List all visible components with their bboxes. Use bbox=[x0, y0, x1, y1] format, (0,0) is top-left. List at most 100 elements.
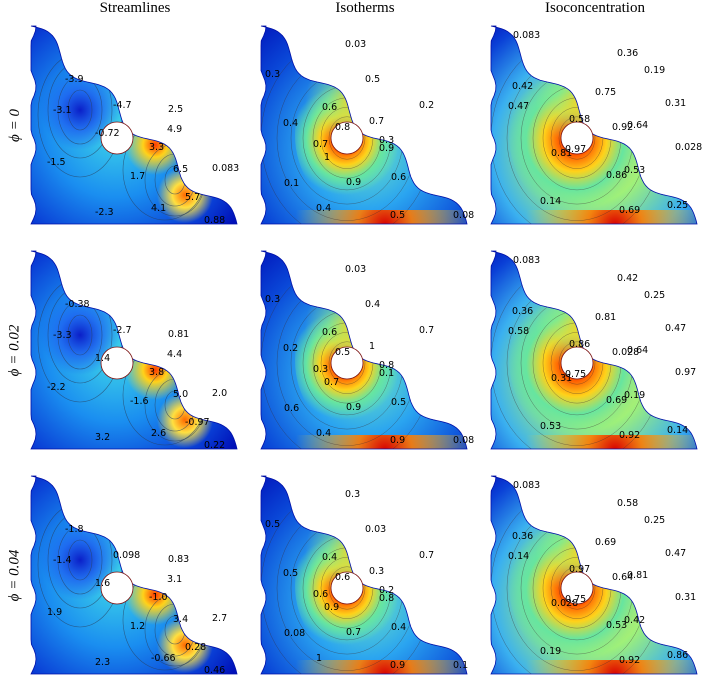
inner-cylinder bbox=[560, 571, 594, 605]
contour-label: 0.083 bbox=[212, 163, 239, 174]
contour-label: 1.4 bbox=[95, 353, 110, 364]
contour-label: -1.6 bbox=[130, 396, 149, 407]
contour-label: -2.3 bbox=[95, 207, 114, 218]
panel-streamlines-phi-0.04: -1.8 0.098 -1.4 1.6 1.9 2.3 0.83 3.1 -1.0 1.2 3.4 2… bbox=[25, 470, 245, 680]
contour-label: 0.03 bbox=[345, 264, 366, 275]
panel-streamlines-phi-0: -3.9 -4.7 -3.1 -0.72 -1.5 -2.3 2.5 4.9 3.3 1.7 6.5… bbox=[25, 20, 245, 230]
contour-label: 0.58 bbox=[617, 498, 638, 509]
isoline bbox=[328, 341, 366, 385]
contour-label: 0.42 bbox=[512, 81, 533, 92]
contour-label: 0.028 bbox=[551, 598, 578, 609]
contour-label: 0.47 bbox=[508, 101, 529, 112]
contour-label: 0.9 bbox=[324, 602, 339, 613]
contour-label: 0.03 bbox=[365, 524, 386, 535]
panel-isotherms-phi-0: 0.03 0.3 0.5 0.6 0.2 0.4 0.8 0.7 0.3 0.7 0.9 1 0.6 0.… bbox=[255, 20, 475, 230]
contour-label: 0.36 bbox=[512, 306, 533, 317]
contour-label: 0.25 bbox=[644, 290, 665, 301]
contour-label: -3.1 bbox=[53, 105, 72, 116]
contour-label: 0.7 bbox=[419, 325, 434, 336]
row-label-text: ϕ = 0.02 bbox=[6, 324, 23, 376]
contour-label: 0.1 bbox=[284, 178, 299, 189]
contour-label: 0.42 bbox=[617, 273, 638, 284]
contour-label: 0.6 bbox=[284, 403, 299, 414]
contour-label: 0.22 bbox=[204, 440, 225, 451]
inner-cylinder bbox=[560, 121, 594, 155]
contour-label: 0.7 bbox=[346, 627, 361, 638]
contour-label: 0.028 bbox=[612, 347, 639, 358]
contour-label: 0.58 bbox=[508, 326, 529, 337]
contour-plot: 0.03 0.3 0.4 0.6 0.7 0.2 0.5 1 0.8 0.3 0.1 0.7 0.5 0.… bbox=[260, 250, 474, 450]
contour-label: 0.3 bbox=[369, 566, 384, 577]
contour-label: -0.72 bbox=[95, 128, 120, 139]
contour-label: 0.4 bbox=[322, 552, 337, 563]
field-blob bbox=[40, 70, 120, 150]
contour-label: 4.1 bbox=[151, 203, 166, 214]
contour-label: 0.86 bbox=[606, 170, 627, 181]
contour-label: 0.3 bbox=[345, 489, 360, 500]
contour-label: 0.3 bbox=[265, 294, 280, 305]
contour-label: 0.5 bbox=[390, 210, 405, 221]
contour-label: 1 bbox=[369, 341, 375, 352]
row-label-text: ϕ = 0 bbox=[6, 108, 23, 142]
contour-label: 0.098 bbox=[113, 550, 140, 561]
panel-isotherms-phi-0.02: 0.03 0.3 0.4 0.6 0.7 0.2 0.5 1 0.8 0.3 0.1 0.7 0.5 0.… bbox=[255, 245, 475, 455]
contour-label: 0.81 bbox=[627, 570, 648, 581]
contour-label: 0.28 bbox=[185, 642, 206, 653]
panel-isoconcentration-phi-0: 0.083 0.36 0.19 0.42 0.75 0.47 0.31 0.58 0.92 0.6… bbox=[485, 20, 705, 230]
contour-label: 0.4 bbox=[316, 428, 331, 439]
contour-label: 0.9 bbox=[379, 143, 394, 154]
contour-label: 1 bbox=[324, 152, 330, 163]
contour-label: -1.0 bbox=[149, 592, 168, 603]
contour-label: 0.19 bbox=[624, 390, 645, 401]
contour-label: 0.53 bbox=[540, 421, 561, 432]
contour-label: 0.36 bbox=[617, 48, 638, 59]
contour-plot: -1.8 0.098 -1.4 1.6 1.9 2.3 0.83 3.1 -1.0 1.2 3.4 2… bbox=[30, 475, 238, 676]
inner-cylinder bbox=[330, 346, 364, 380]
contour-label: 0.9 bbox=[390, 435, 405, 446]
contour-label: 0.08 bbox=[284, 628, 305, 639]
domain-outline bbox=[260, 250, 468, 450]
contour-plot: -0.38 -2.7 -3.3 1.4 -2.2 3.2 0.81 4.43.8 -1.6 5.0… bbox=[30, 250, 238, 451]
isoline bbox=[558, 341, 596, 385]
contour-label: -1.8 bbox=[65, 524, 84, 535]
contour-label: 0.8 bbox=[335, 122, 350, 133]
contour-label: 2.6 bbox=[151, 428, 166, 439]
contour-label: 2.5 bbox=[168, 104, 183, 115]
contour-label: 0.47 bbox=[665, 323, 686, 334]
contour-plot: -3.9 -4.7 -3.1 -0.72 -1.5 -2.3 2.5 4.93.3 1.7 6.5… bbox=[30, 25, 239, 226]
contour-label: 0.7 bbox=[369, 116, 384, 127]
contour-label: 4.4 bbox=[167, 349, 182, 360]
panel-isotherms-phi-0.04: 0.3 0.5 0.03 0.4 0.7 0.5 0.6 0.3 0.2 0.6 0.8 0.9 0.4… bbox=[255, 470, 475, 680]
contour-label: 0.5 bbox=[365, 74, 380, 85]
contour-label: 3.1 bbox=[167, 574, 182, 585]
contour-label: 0.028 bbox=[675, 142, 702, 153]
contour-label: 0.97 bbox=[675, 367, 696, 378]
contour-label: 0.3 bbox=[265, 69, 280, 80]
contour-label: 0.42 bbox=[624, 615, 645, 626]
contour-label: 0.9 bbox=[390, 660, 405, 671]
domain-outline bbox=[490, 25, 698, 225]
contour-label: -2.2 bbox=[47, 382, 66, 393]
contour-label: 0.9 bbox=[346, 177, 361, 188]
inner-cylinder bbox=[100, 121, 134, 155]
panel-streamlines-phi-0.02: -0.38 -2.7 -3.3 1.4 -2.2 3.2 0.81 4.4 3.8 -1.6 5.0… bbox=[25, 245, 245, 455]
contour-label: 0.7 bbox=[419, 550, 434, 561]
contour-label: 0.7 bbox=[313, 139, 328, 150]
contour-label: 0.64 bbox=[627, 120, 648, 131]
contour-label: 0.083 bbox=[513, 480, 540, 491]
contour-label: 0.25 bbox=[667, 200, 688, 211]
contour-label: 3.2 bbox=[95, 432, 110, 443]
panel-isoconcentration-phi-0.02: 0.083 0.42 0.25 0.36 0.81 0.58 0.47 0.86 0.028 0.… bbox=[485, 245, 705, 455]
contour-label: 0.2 bbox=[283, 343, 298, 354]
inner-cylinder bbox=[100, 571, 134, 605]
contour-label: 3.8 bbox=[149, 367, 164, 378]
contour-label: 5.7 bbox=[185, 192, 200, 203]
contour-label: 4.9 bbox=[167, 124, 182, 135]
hot-wall-band bbox=[491, 660, 697, 674]
column-title-isotherms: Isotherms bbox=[335, 0, 395, 16]
contour-label: -4.7 bbox=[113, 100, 132, 111]
domain-outline bbox=[30, 250, 238, 450]
contour-label: 0.6 bbox=[322, 327, 337, 338]
contour-label: 0.69 bbox=[619, 205, 640, 216]
